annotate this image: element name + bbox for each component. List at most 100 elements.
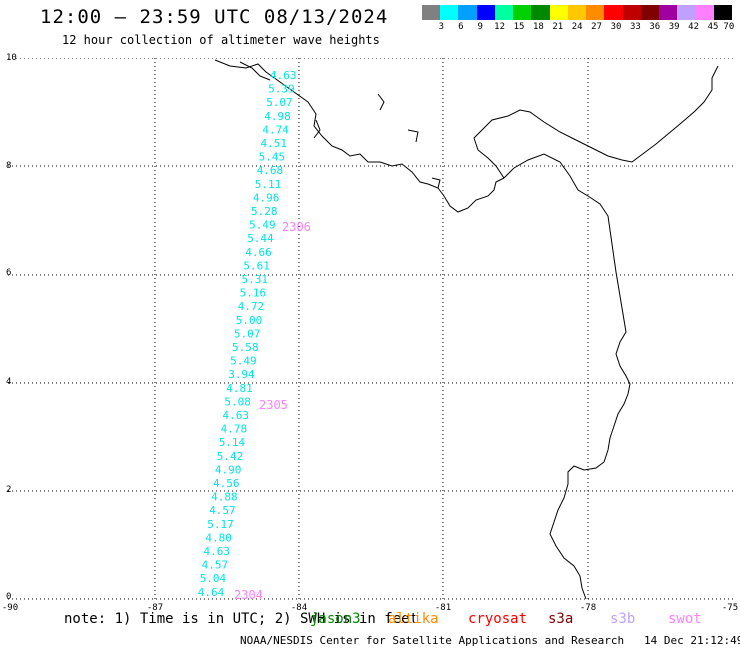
wave-height-labels: 4.635.395.074.984.744.515.454.685.114.96… xyxy=(198,69,297,599)
wave-height-label: 4.88 xyxy=(211,491,238,504)
pass-time-labels: 2306 2305 2304 xyxy=(234,220,311,600)
timestamp-text: 14 Dec 21:12:49 UTC 2024 xyxy=(643,634,740,647)
pass-time-label: 2304 xyxy=(234,588,263,600)
x-tick-label: -90 xyxy=(1,603,19,613)
wave-height-label: 5.45 xyxy=(259,151,286,164)
legend-label: 42 xyxy=(688,22,700,32)
wave-height-label: 3.94 xyxy=(228,368,255,381)
legend-label: 70 (ft) xyxy=(723,22,740,32)
wave-height-label: 5.07 xyxy=(266,96,293,109)
lat-lon-grid xyxy=(8,58,736,600)
wave-height-label: 5.42 xyxy=(217,450,244,463)
wave-height-label: 4.66 xyxy=(245,246,271,259)
legend-swatch xyxy=(458,5,477,20)
page-title: 12:00 – 23:59 UTC 08/13/2024 xyxy=(40,6,389,28)
wave-height-label: 4.96 xyxy=(253,191,280,204)
page-subtitle: 12 hour collection of altimeter wave hei… xyxy=(62,33,380,47)
coastline-colombia xyxy=(503,153,631,600)
legend-swatch xyxy=(549,5,568,20)
wave-height-label: 4.68 xyxy=(257,164,284,177)
legend-label: 30 xyxy=(610,22,622,32)
legend-label: 3 xyxy=(438,22,445,32)
y-tick-label: 6 xyxy=(6,268,12,278)
wave-height-label: 5.16 xyxy=(240,287,267,300)
y-tick-label: 10 xyxy=(6,53,17,63)
wave-height-label: 5.31 xyxy=(242,273,269,286)
wave-height-label: 5.61 xyxy=(243,259,270,272)
satellite-jason3: jason3 xyxy=(310,611,361,627)
legend-swatches xyxy=(422,5,732,20)
wave-height-label: 4.51 xyxy=(261,137,288,150)
wave-height-label: 5.04 xyxy=(200,572,227,585)
legend-label: 6 xyxy=(458,22,464,32)
wave-height-label: 4.98 xyxy=(264,110,291,123)
wave-height-label: 4.56 xyxy=(213,477,240,490)
map-canvas: 4.635.395.074.984.744.515.454.685.114.96… xyxy=(8,58,736,600)
legend-swatch xyxy=(422,5,441,20)
legend-label: 21 xyxy=(552,22,564,32)
wave-height-label: 4.80 xyxy=(205,531,232,544)
legend-swatch xyxy=(640,5,660,20)
satellite-altika: altika xyxy=(388,611,439,627)
coastline-central-america xyxy=(214,59,505,213)
legend-label: 24 xyxy=(571,22,583,32)
coastline-coiba xyxy=(239,61,271,81)
x-tick-label: -84 xyxy=(290,603,308,613)
legend-swatch xyxy=(567,5,587,20)
wave-height-label: 4.57 xyxy=(209,504,236,517)
wave-height-label: 5.14 xyxy=(219,436,246,449)
y-tick-label: 0 xyxy=(6,592,12,602)
legend-swatch xyxy=(677,5,696,20)
x-tick-label: -75 xyxy=(721,603,739,613)
wave-height-label: 5.58 xyxy=(232,341,259,354)
legend-label: 39 xyxy=(668,22,680,32)
wave-height-label: 5.49 xyxy=(249,219,276,232)
satellite-swot: swot xyxy=(668,611,702,627)
wave-height-label: 5.08 xyxy=(224,395,251,408)
wave-height-label: 5.17 xyxy=(207,518,234,531)
pass-time-label: 2306 xyxy=(282,220,311,234)
satellite-s3b: s3b xyxy=(610,611,636,627)
wave-height-label: 4.78 xyxy=(221,423,248,436)
wave-height-label: 4.63 xyxy=(270,69,297,82)
legend-swatch xyxy=(531,5,550,20)
credit-text: NOAA/NESDIS Center for Satellite Applica… xyxy=(240,634,625,647)
footer-credit: NOAA/NESDIS Center for Satellite Applica… xyxy=(240,634,740,647)
legend-swatch xyxy=(622,5,641,20)
pass-time-label: 2305 xyxy=(259,398,288,412)
footnote: note: 1) Time is in UTC; 2) SWH is in fe… xyxy=(64,611,419,627)
wave-height-label: 4.63 xyxy=(204,545,231,558)
legend-swatch xyxy=(604,5,623,20)
coastline xyxy=(214,59,719,600)
wave-height-label: 5.44 xyxy=(247,232,274,245)
wave-height-label: 5.11 xyxy=(255,178,281,191)
wave-height-label: 5.49 xyxy=(230,355,257,368)
legend-swatch xyxy=(713,5,732,20)
wave-height-label: 4.81 xyxy=(226,382,253,395)
x-tick-label: -78 xyxy=(579,603,597,613)
legend-label: 12 xyxy=(494,22,506,32)
wave-height-label: 5.39 xyxy=(268,83,295,96)
wave-height-label: 4.63 xyxy=(223,409,250,422)
legend-label: 18 xyxy=(532,22,544,32)
legend-swatch xyxy=(476,5,495,20)
wave-height-label: 4.74 xyxy=(262,123,289,136)
legend-label: 45 xyxy=(707,22,719,32)
legend-label: 36 xyxy=(649,22,661,32)
legend-label: 9 xyxy=(477,22,483,32)
wave-height-label: 4.90 xyxy=(215,463,242,476)
x-tick-label: -87 xyxy=(146,603,164,613)
coastline-panama xyxy=(473,65,719,179)
legend-label: 33 xyxy=(629,22,641,32)
wave-height-label: 5.00 xyxy=(236,314,262,327)
y-tick-label: 4 xyxy=(6,377,12,387)
wave-height-label: 5.07 xyxy=(234,327,261,340)
satellite-cryosat: cryosat xyxy=(468,611,528,627)
wave-height-label: 4.64 xyxy=(198,586,225,599)
wave-height-label: 5.28 xyxy=(251,205,278,218)
legend-label: 27 xyxy=(591,22,603,32)
wave-height-label: 4.72 xyxy=(238,300,265,313)
